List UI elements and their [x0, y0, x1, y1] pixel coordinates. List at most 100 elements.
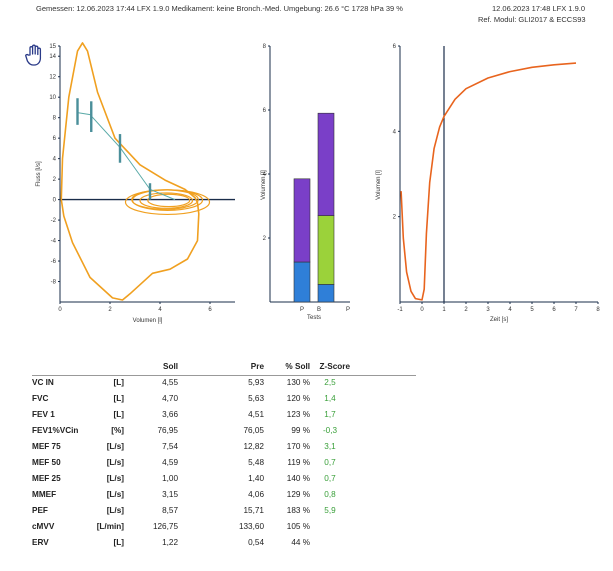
pct-soll-value: 130 % — [286, 378, 310, 387]
table-row: cMVV [L/min] 126,75 133,60 105 % — [32, 519, 350, 535]
pct-soll-value: 123 % — [286, 410, 310, 419]
table-header: Soll Pre % Soll Z-Score — [32, 359, 350, 375]
x-tick-label: -1 — [397, 307, 403, 313]
y-axis-label: Volumen [l] — [261, 170, 267, 200]
y-tick-label: 2 — [263, 236, 267, 242]
x-tick-label: 0 — [420, 307, 424, 313]
y-tick-label: 15 — [49, 44, 56, 50]
soll-value: 4,70 — [162, 394, 178, 403]
x-tick-label: 8 — [596, 307, 600, 313]
y-tick-label: -6 — [51, 259, 57, 265]
x-tick-label: P — [346, 307, 350, 313]
param-name: FEV1%VCin — [32, 426, 79, 435]
y-tick-label: -8 — [51, 280, 57, 286]
soll-value: 1,22 — [162, 538, 178, 547]
pre-value: 12,82 — [243, 442, 265, 451]
param-name: MEF 75 — [32, 442, 61, 451]
y-tick-label: 4 — [263, 172, 267, 178]
param-unit: [L/s] — [106, 474, 124, 483]
reference-info-date: 12.06.2023 17:48 LFX 1.9.0 — [492, 4, 585, 13]
soll-value: 76,95 — [157, 426, 179, 435]
volume-time-curve — [400, 62, 577, 301]
hand-pointer-icon[interactable] — [24, 44, 44, 73]
zscore-value: 0,8 — [324, 490, 336, 499]
table-divider — [32, 375, 416, 376]
param-unit: [%] — [111, 426, 124, 435]
param-unit: [L] — [113, 410, 124, 419]
col-pre: Pre — [250, 362, 264, 371]
zscore-value: -0,3 — [322, 426, 338, 435]
x-tick-label: B — [317, 307, 321, 313]
x-tick-label: 6 — [208, 307, 212, 313]
y-tick-label: 2 — [53, 177, 57, 183]
param-unit: [L/min] — [96, 522, 124, 531]
results-table: Soll Pre % Soll Z-Score VC IN [L] 4,55 5,93… — [32, 359, 350, 551]
pre-value: 0,54 — [248, 538, 264, 547]
x-tick-label: 1 — [442, 307, 446, 313]
pre-value: 1,40 — [248, 474, 264, 483]
bar-segment — [293, 261, 311, 303]
table-row: FEV 1 [L] 3,66 4,51 123 % 1,7 — [32, 407, 350, 423]
pct-soll-value: 140 % — [286, 474, 310, 483]
x-tick-label: 4 — [508, 307, 512, 313]
reference-module: Ref. Modul: GLI2017 & ECCS93 — [478, 15, 586, 24]
flow-volume-loop — [60, 42, 200, 301]
soll-value: 3,66 — [162, 410, 178, 419]
y-tick-label: 6 — [263, 108, 267, 114]
zscore-value: 1,4 — [324, 394, 336, 403]
table-row: MEF 75 [L/s] 7,54 12,82 170 % 3,1 — [32, 439, 350, 455]
x-tick-label: 5 — [530, 307, 534, 313]
y-tick-label: 4 — [53, 157, 57, 163]
table-row: FVC [L] 4,70 5,63 120 % 1,4 — [32, 391, 350, 407]
zscore-value: 3,1 — [324, 442, 336, 451]
zscore-value: 1,7 — [324, 410, 336, 419]
soll-value: 4,59 — [162, 458, 178, 467]
pct-soll-value: 183 % — [286, 506, 310, 515]
x-tick-label: 3 — [486, 307, 490, 313]
x-tick-label: 7 — [574, 307, 578, 313]
param-unit: [L/s] — [106, 490, 124, 499]
param-unit: [L/s] — [106, 506, 124, 515]
y-tick-label: 8 — [53, 116, 57, 122]
zscore-value — [310, 535, 350, 551]
soll-value: 1,00 — [162, 474, 178, 483]
param-name: VC IN — [32, 378, 54, 387]
bar-segment — [317, 284, 335, 303]
soll-value: 126,75 — [152, 522, 178, 531]
measurement-info: Gemessen: 12.06.2023 17:44 LFX 1.9.0 Med… — [36, 4, 403, 13]
pct-soll-value: 44 % — [291, 538, 310, 547]
param-unit: [L] — [113, 378, 124, 387]
col-soll: Soll — [162, 362, 178, 371]
pre-value: 5,48 — [248, 458, 264, 467]
soll-value: 7,54 — [162, 442, 178, 451]
pct-soll-value: 105 % — [286, 522, 310, 531]
param-name: PEF — [32, 506, 48, 515]
x-tick-label: 2 — [108, 307, 112, 313]
y-tick-label: 6 — [393, 44, 397, 50]
x-axis-label: Tests — [307, 315, 321, 321]
x-tick-label: 6 — [552, 307, 556, 313]
x-tick-label: 4 — [158, 307, 162, 313]
x-axis-label: Volumen [l] — [133, 318, 163, 324]
param-name: FEV 1 — [32, 410, 55, 419]
param-name: MEF 50 — [32, 458, 61, 467]
col-zscore: Z-Score — [319, 362, 350, 371]
tidal-breathing-loop — [147, 193, 191, 208]
table-row: MEF 50 [L/s] 4,59 5,48 119 % 0,7 — [32, 455, 350, 471]
volume-time-chart: 6 4 2 -1 0 1 2 3 4 5 6 7 8 Zeit [s] Volumen [l] — [376, 44, 600, 323]
table-row: MEF 25 [L/s] 1,00 1,40 140 % 0,7 — [32, 471, 350, 487]
table-row: FEV1%VCin [%] 76,95 76,05 99 % -0,3 — [32, 423, 350, 439]
param-name: MEF 25 — [32, 474, 61, 483]
y-tick-label: 2 — [393, 215, 397, 221]
col-pct-soll: % Soll — [285, 362, 310, 371]
soll-value: 3,15 — [162, 490, 178, 499]
zscore-value: 0,7 — [324, 458, 336, 467]
pct-soll-value: 99 % — [291, 426, 310, 435]
bar-segment — [317, 112, 335, 216]
zscore-value — [310, 519, 350, 535]
param-name: ERV — [32, 538, 49, 547]
flow-volume-chart: 15 14 12 10 8 6 4 2 0 -2 -4 -6 -8 0 2 4 6 Volumen [l] Flus… — [36, 42, 235, 324]
zscore-value: 0,7 — [324, 474, 336, 483]
soll-value: 4,55 — [162, 378, 178, 387]
